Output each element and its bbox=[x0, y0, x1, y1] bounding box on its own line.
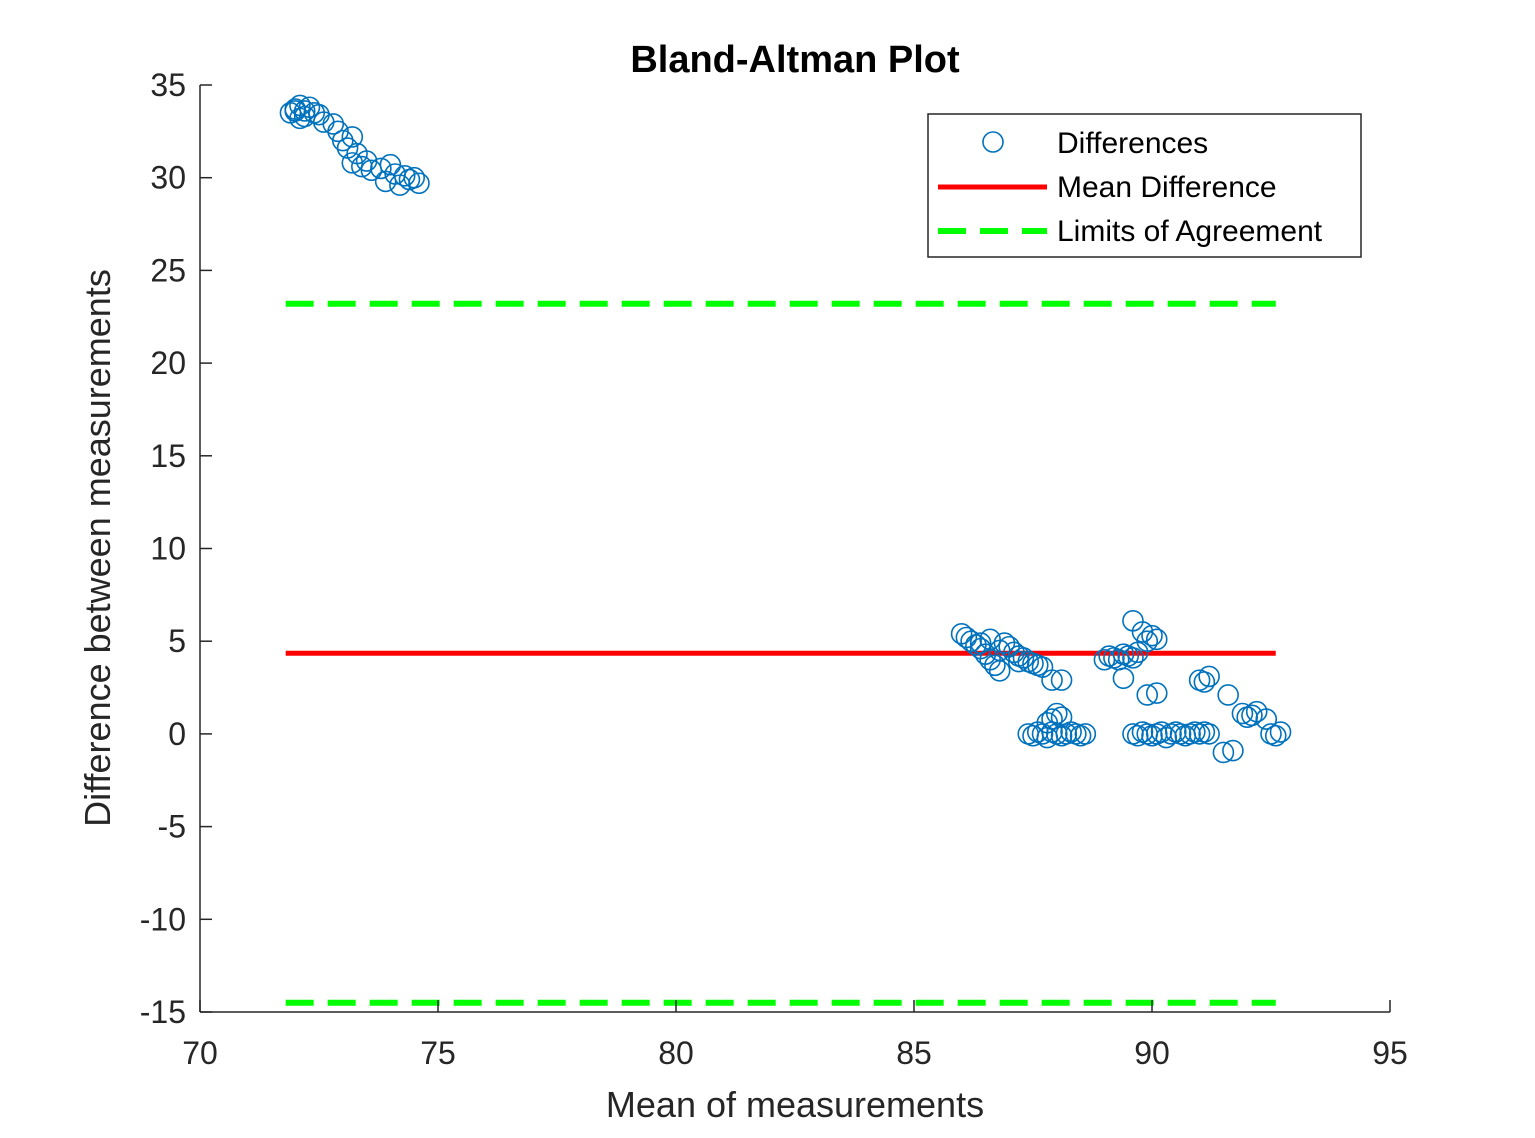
y-tick-label: -5 bbox=[158, 809, 186, 845]
data-point bbox=[1241, 704, 1263, 727]
y-axis-label: Difference between measurements bbox=[77, 269, 118, 827]
x-tick-label: 85 bbox=[896, 1035, 932, 1071]
x-axis-label: Mean of measurements bbox=[606, 1084, 984, 1125]
data-point bbox=[1198, 665, 1220, 688]
data-point bbox=[984, 654, 1006, 677]
y-tick-label: 25 bbox=[150, 252, 186, 288]
data-point bbox=[1269, 721, 1292, 743]
data-point bbox=[1007, 650, 1030, 673]
data-point bbox=[1145, 682, 1168, 704]
data-point bbox=[1222, 739, 1244, 762]
data-point bbox=[331, 129, 354, 152]
data-point bbox=[1050, 669, 1073, 691]
data-point bbox=[1122, 647, 1144, 669]
y-ticks: -15 -10 -5 0 5 10 15 20 25 30 35 bbox=[140, 67, 212, 1030]
legend-label-mean: Mean Difference bbox=[1057, 171, 1277, 204]
data-point bbox=[1255, 708, 1278, 730]
data-point bbox=[1193, 671, 1216, 693]
data-point bbox=[322, 113, 345, 135]
data-point bbox=[408, 172, 430, 195]
data-point bbox=[341, 126, 364, 148]
data-point bbox=[1198, 723, 1220, 745]
y-tick-label: 0 bbox=[168, 716, 186, 752]
data-point bbox=[1136, 684, 1159, 706]
y-tick-label: 20 bbox=[150, 345, 186, 381]
y-tick-label: 30 bbox=[150, 160, 186, 196]
data-point bbox=[1074, 723, 1097, 745]
data-point bbox=[1036, 711, 1059, 734]
chart-title: Bland-Altman Plot bbox=[630, 39, 960, 81]
data-point bbox=[293, 100, 316, 122]
y-tick-label: 5 bbox=[168, 623, 186, 659]
data-point bbox=[370, 157, 392, 180]
y-tick-label: -10 bbox=[140, 901, 186, 937]
data-point bbox=[1141, 624, 1163, 647]
legend-label-differences: Differences bbox=[1057, 127, 1208, 160]
y-tick-label: 15 bbox=[150, 438, 186, 474]
data-point bbox=[1136, 630, 1159, 653]
legend-label-limits: Limits of Agreement bbox=[1057, 215, 1323, 248]
data-point bbox=[1041, 708, 1063, 730]
y-tick-label: -15 bbox=[140, 994, 186, 1030]
data-point bbox=[1112, 667, 1135, 690]
data-point bbox=[341, 152, 364, 174]
data-point bbox=[988, 639, 1011, 662]
data-point bbox=[1145, 628, 1168, 651]
x-tick-label: 90 bbox=[1134, 1035, 1170, 1071]
data-point bbox=[1217, 684, 1239, 706]
y-tick-label: 35 bbox=[150, 67, 186, 103]
data-point bbox=[969, 632, 992, 654]
data-point bbox=[1050, 706, 1073, 729]
plot-area bbox=[279, 94, 1292, 1006]
legend-marker-differences bbox=[982, 131, 1004, 153]
data-point bbox=[284, 100, 307, 122]
x-tick-label: 75 bbox=[420, 1035, 456, 1071]
x-tick-label: 70 bbox=[182, 1035, 218, 1071]
x-ticks: 70 75 80 85 90 95 bbox=[182, 1000, 1408, 1071]
data-point bbox=[403, 166, 426, 189]
x-tick-label: 80 bbox=[658, 1035, 694, 1071]
data-point bbox=[289, 94, 311, 117]
data-point bbox=[1231, 702, 1254, 725]
legend: Differences Mean Difference Limits of Ag… bbox=[927, 113, 1362, 258]
data-point bbox=[355, 150, 378, 172]
data-point bbox=[1041, 669, 1063, 691]
data-point bbox=[1264, 724, 1287, 747]
y-tick-label: 10 bbox=[150, 531, 186, 567]
data-point bbox=[1212, 741, 1235, 764]
x-tick-label: 95 bbox=[1372, 1035, 1408, 1071]
